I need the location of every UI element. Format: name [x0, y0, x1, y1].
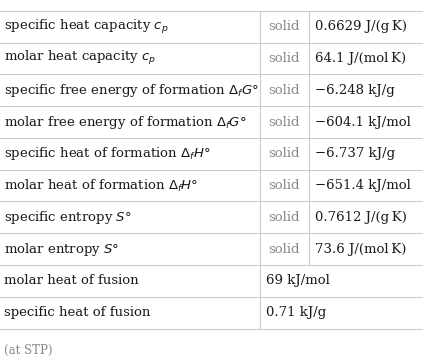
Text: solid: solid [268, 243, 300, 256]
Text: 64.1 J/(mol K): 64.1 J/(mol K) [315, 52, 406, 65]
Text: solid: solid [268, 116, 300, 129]
Text: −6.248 kJ/g: −6.248 kJ/g [315, 84, 394, 97]
Text: molar entropy $S°$: molar entropy $S°$ [4, 240, 120, 258]
Text: specific free energy of formation $\Delta_f G°$: specific free energy of formation $\Delt… [4, 82, 259, 99]
Text: specific heat of formation $\Delta_f H°$: specific heat of formation $\Delta_f H°$ [4, 145, 211, 162]
Text: specific heat capacity $c_p$: specific heat capacity $c_p$ [4, 18, 169, 36]
Text: −6.737 kJ/g: −6.737 kJ/g [315, 147, 395, 160]
Text: solid: solid [268, 179, 300, 192]
Text: 0.7612 J/(g K): 0.7612 J/(g K) [315, 211, 407, 224]
Text: (at STP): (at STP) [4, 344, 53, 357]
Text: −651.4 kJ/mol: −651.4 kJ/mol [315, 179, 411, 192]
Text: specific entropy $S°$: specific entropy $S°$ [4, 209, 132, 226]
Text: solid: solid [268, 211, 300, 224]
Text: molar free energy of formation $\Delta_f G°$: molar free energy of formation $\Delta_f… [4, 113, 247, 131]
Text: molar heat of formation $\Delta_f H°$: molar heat of formation $\Delta_f H°$ [4, 178, 198, 193]
Text: −604.1 kJ/mol: −604.1 kJ/mol [315, 116, 411, 129]
Text: 69 kJ/mol: 69 kJ/mol [266, 274, 330, 287]
Text: 0.6629 J/(g K): 0.6629 J/(g K) [315, 20, 407, 33]
Text: solid: solid [268, 147, 300, 160]
Text: solid: solid [268, 84, 300, 97]
Text: solid: solid [268, 20, 300, 33]
Text: molar heat of fusion: molar heat of fusion [4, 274, 139, 287]
Text: solid: solid [268, 52, 300, 65]
Text: 73.6 J/(mol K): 73.6 J/(mol K) [315, 243, 406, 256]
Text: molar heat capacity $c_p$: molar heat capacity $c_p$ [4, 49, 156, 68]
Text: 0.71 kJ/g: 0.71 kJ/g [266, 306, 326, 319]
Text: specific heat of fusion: specific heat of fusion [4, 306, 151, 319]
